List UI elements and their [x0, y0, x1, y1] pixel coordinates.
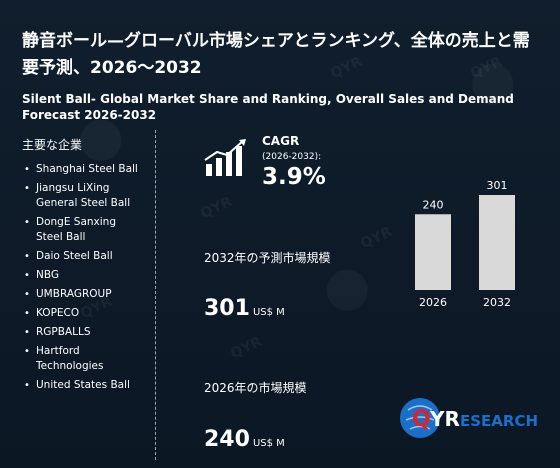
- category-label-2032: 2032: [483, 296, 511, 309]
- list-item: UMBRAGROUP: [24, 287, 140, 302]
- forecast-market-size-label: 2032年の予測市場規模: [204, 251, 331, 265]
- list-item: Shanghai Steel Ball: [24, 162, 140, 177]
- list-item: Jiangsu LiXing General Steel Ball: [24, 181, 140, 211]
- forecast-market-size-value: 301: [204, 296, 250, 321]
- list-item: DongE Sanxing Steel Ball: [24, 215, 140, 245]
- growth-chart-icon: [204, 139, 246, 176]
- data-label-2026: 240: [423, 198, 444, 211]
- bar-2026: [415, 214, 451, 290]
- list-item: Hartford Technologies: [24, 344, 140, 374]
- page-subtitle: Silent Ball- Global Market Share and Ran…: [22, 92, 514, 122]
- market-size-bar-chart: 240 2026 301 2032: [415, 179, 515, 309]
- forecast-market-size-unit: US$ M: [252, 307, 285, 318]
- forecast-market-size: 301 US$ M: [204, 296, 285, 321]
- base-market-size-label: 2026年の市場規模: [204, 381, 307, 395]
- page-title: 静音ボール—グローバル市場シェアとランキング、全体の売上と需要予測、2026～2…: [22, 31, 530, 78]
- list-item: RGPBALLS: [24, 325, 140, 340]
- qyresearch-logo: Q YR ESEARCH: [400, 398, 538, 438]
- logo-esearch: ESEARCH: [460, 412, 538, 430]
- list-item: Daio Steel Ball: [24, 249, 140, 264]
- cagr-label: CAGR: [262, 134, 300, 148]
- data-label-2032: 301: [487, 179, 508, 192]
- companies-heading: 主要な企業: [22, 138, 83, 152]
- category-label-2026: 2026: [419, 296, 447, 309]
- cagr-period: (2026-2032):: [262, 152, 322, 162]
- base-market-size-unit: US$ M: [252, 438, 285, 449]
- bar-2032: [479, 195, 515, 290]
- list-item: KOPECO: [24, 306, 140, 321]
- cagr-value: 3.9%: [262, 164, 326, 190]
- company-list: Shanghai Steel Ball Jiangsu LiXing Gener…: [24, 162, 140, 397]
- list-item: United States Ball: [24, 378, 140, 393]
- divider: [155, 130, 156, 460]
- base-market-size-value: 240: [204, 427, 250, 452]
- logo-yr: YR: [429, 407, 460, 431]
- logo-q: Q: [412, 407, 431, 432]
- list-item: NBG: [24, 268, 140, 283]
- base-market-size: 240 US$ M: [204, 427, 285, 452]
